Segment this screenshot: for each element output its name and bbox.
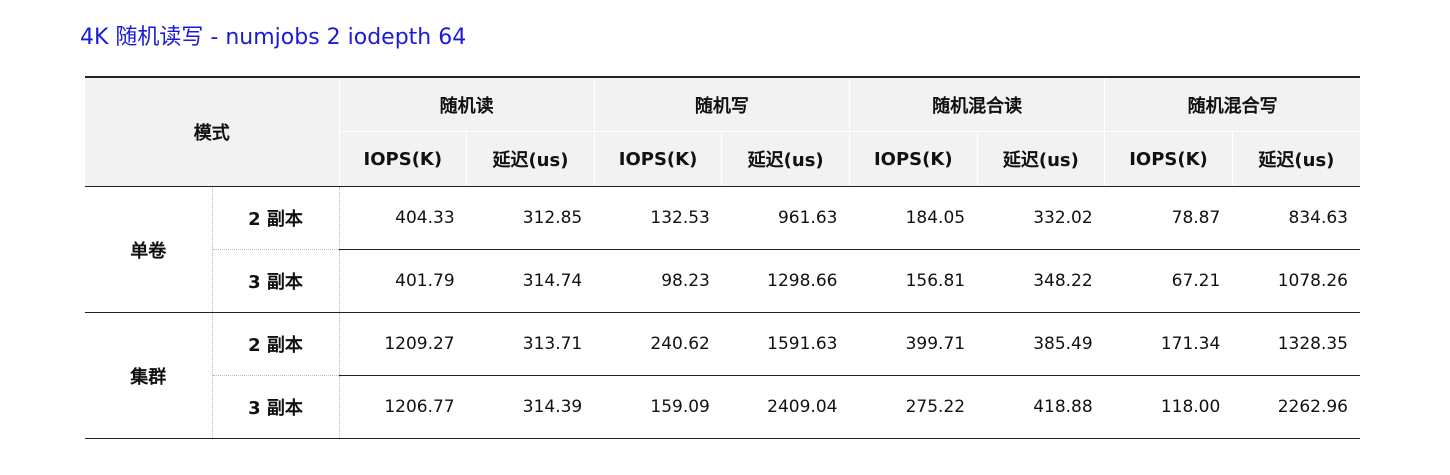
table-row: 3 副本 401.79 314.74 98.23 1298.66 156.81 … xyxy=(85,249,1360,313)
value-cell: 348.22 xyxy=(977,249,1105,313)
replica-label: 3 副本 xyxy=(212,249,340,313)
value-cell: 401.79 xyxy=(339,249,467,313)
table-row: 集群 2 副本 1209.27 313.71 240.62 1591.63 39… xyxy=(85,312,1360,439)
value-cell: 67.21 xyxy=(1104,249,1233,313)
value-cell: 314.74 xyxy=(466,249,595,313)
mode-header: 模式 xyxy=(85,76,340,187)
value-cell: 399.71 xyxy=(905,334,966,354)
value-cell: 98.23 xyxy=(594,249,722,313)
value-cell: 159.09 xyxy=(594,375,722,439)
value-cell: 313.71 xyxy=(522,334,583,354)
value-cell: 132.53 xyxy=(594,186,722,250)
value-cell: 404.33 xyxy=(339,186,467,250)
value-cell: 418.88 xyxy=(977,375,1105,439)
sub-header-latency: 延迟(us) xyxy=(466,131,595,187)
value-cell: 1206.77 xyxy=(339,375,467,439)
sub-header-iops: IOPS(K) xyxy=(593,131,722,187)
value-cell: 834.63 xyxy=(1232,186,1360,250)
group-header-mixed-read: 随机混合读 xyxy=(848,76,1105,132)
table-row: 3 副本 1206.77 314.39 159.09 2409.04 275.2… xyxy=(85,375,1360,439)
value-cell: 1298.66 xyxy=(721,249,850,313)
value-cell: 171.34 xyxy=(1160,334,1221,354)
value-cell: 275.22 xyxy=(849,375,978,439)
value-cell: 385.49 xyxy=(1033,334,1093,354)
group-header-random-write: 随机写 xyxy=(593,76,850,132)
sub-header-latency: 延迟(us) xyxy=(721,131,850,187)
sub-header-iops: IOPS(K) xyxy=(1104,131,1233,187)
performance-table: 模式 随机读 随机写 随机混合读 随机混合写 IOPS(K) 延迟(us) IO… xyxy=(85,76,1360,439)
page-title: 4K 随机读写 - numjobs 2 iodepth 64 xyxy=(80,25,467,50)
value-cell: 184.05 xyxy=(849,186,978,250)
table-row: 单卷 2 副本 404.33 312.85 132.53 961.63 184.… xyxy=(85,186,1360,313)
mode-cell-single-volume: 单卷 xyxy=(85,186,213,313)
sub-header-iops: IOPS(K) xyxy=(338,131,467,187)
value-cell: 1078.26 xyxy=(1232,249,1360,313)
value-cell: 240.62 xyxy=(650,334,710,354)
replica-label: 2 副本 xyxy=(212,186,340,250)
mode-cell-cluster: 集群 xyxy=(85,312,213,439)
sub-header-iops: IOPS(K) xyxy=(848,131,978,187)
value-cell: 314.39 xyxy=(466,375,595,439)
value-cell: 332.02 xyxy=(977,186,1105,250)
sub-header-latency: 延迟(us) xyxy=(1231,131,1360,187)
value-cell: 312.85 xyxy=(466,186,595,250)
value-cell: 1591.63 xyxy=(767,334,838,354)
group-header-random-read: 随机读 xyxy=(338,76,595,132)
value-cell: 118.00 xyxy=(1104,375,1233,439)
value-cell: 156.81 xyxy=(849,249,978,313)
sub-header-latency: 延迟(us) xyxy=(976,131,1105,187)
value-cell: 961.63 xyxy=(721,186,850,250)
value-cell: 1209.27 xyxy=(384,334,455,354)
replica-label: 3 副本 xyxy=(212,375,340,439)
replica-label: 2 副本 xyxy=(212,312,340,376)
group-header-mixed-write: 随机混合写 xyxy=(1104,76,1360,132)
value-cell: 2262.96 xyxy=(1232,375,1360,439)
value-cell: 78.87 xyxy=(1104,186,1233,250)
value-cell: 2409.04 xyxy=(721,375,850,439)
value-cell: 1328.35 xyxy=(1277,334,1348,354)
